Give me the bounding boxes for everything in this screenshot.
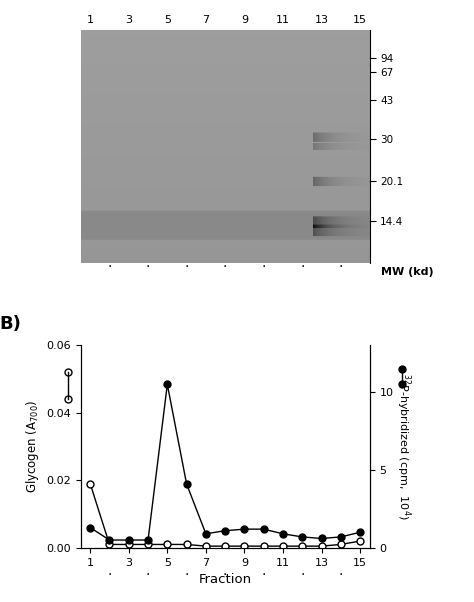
Text: ·: · xyxy=(184,261,189,275)
Text: ·: · xyxy=(146,261,150,275)
Text: ·: · xyxy=(262,261,266,275)
Y-axis label: $^{32}$P-hybridized (cpm,  10$^{4}$): $^{32}$P-hybridized (cpm, 10$^{4}$) xyxy=(394,373,413,520)
X-axis label: Fraction: Fraction xyxy=(199,573,252,586)
Text: ·: · xyxy=(262,568,266,582)
Text: ·: · xyxy=(107,261,112,275)
Text: MW (kd): MW (kd) xyxy=(381,267,434,278)
Text: ·: · xyxy=(107,568,112,582)
Text: ·: · xyxy=(338,568,343,582)
Text: ·: · xyxy=(223,261,228,275)
Y-axis label: Glycogen (A$_{700}$): Glycogen (A$_{700}$) xyxy=(24,400,41,493)
Text: ·: · xyxy=(338,261,343,275)
Text: ·: · xyxy=(300,261,304,275)
Text: ·: · xyxy=(146,568,150,582)
Text: ·: · xyxy=(184,568,189,582)
Text: ·: · xyxy=(300,568,304,582)
Text: B): B) xyxy=(0,315,21,334)
Text: ·: · xyxy=(223,568,228,582)
